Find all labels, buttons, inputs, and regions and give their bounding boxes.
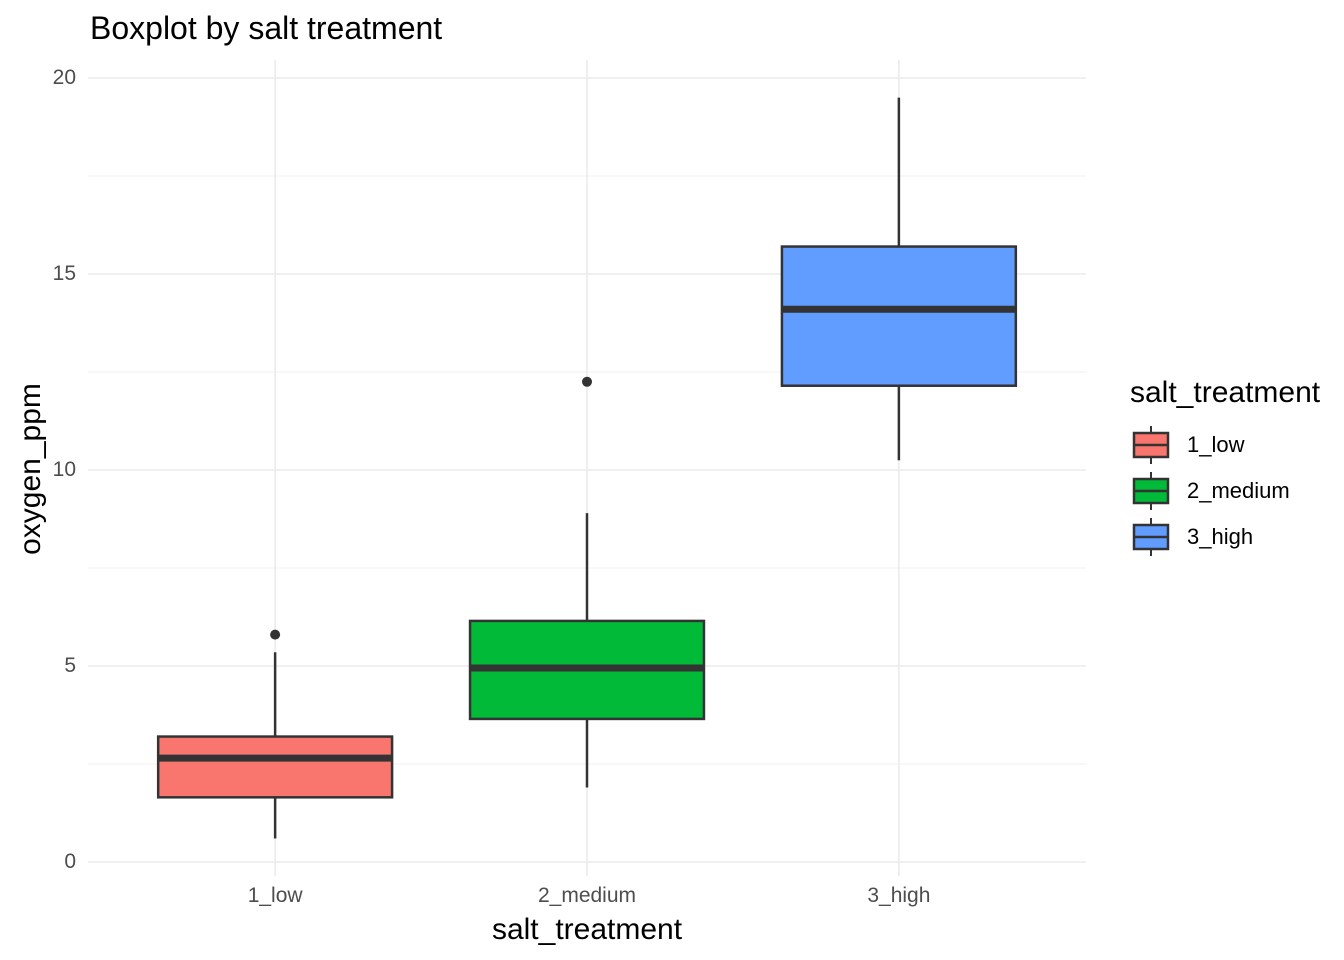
legend-title: salt_treatment: [1130, 376, 1321, 409]
x-axis-title: salt_treatment: [491, 913, 683, 946]
y-tick-label: 5: [64, 654, 76, 677]
y-tick-label: 0: [64, 850, 76, 873]
y-tick-label: 10: [52, 458, 76, 481]
box-3_high: [780, 245, 1018, 387]
legend-items: 1_low 2_medium 3_high: [1130, 422, 1320, 560]
y-tick-label: 15: [52, 262, 76, 285]
legend-item-label: 1_low: [1187, 432, 1245, 457]
outlier-1_low: [270, 629, 281, 640]
legend-item-1_low: 1_low: [1130, 422, 1320, 468]
outlier-2_medium: [582, 376, 592, 387]
x-tick-label: 3_high: [867, 884, 931, 907]
boxplot-key-icon: [1132, 472, 1170, 510]
legend-item-2_medium: 2_medium: [1130, 468, 1320, 514]
y-tick-label: 20: [52, 66, 76, 89]
x-tick-label: 2_medium: [537, 884, 637, 907]
legend-item-label: 2_medium: [1187, 478, 1290, 503]
boxplot-key-icon: [1132, 426, 1170, 464]
legend-item-3_high: 3_high: [1130, 514, 1320, 560]
x-tick-label: 1_low: [247, 884, 303, 907]
boxplot-key-icon: [1132, 518, 1170, 556]
plot-title: Boxplot by salt treatment: [90, 10, 443, 46]
legend: salt_treatment 1_low 2_medium 3_high: [1130, 376, 1320, 560]
box-1_low: [156, 735, 394, 799]
legend-item-label: 3_high: [1187, 524, 1254, 549]
